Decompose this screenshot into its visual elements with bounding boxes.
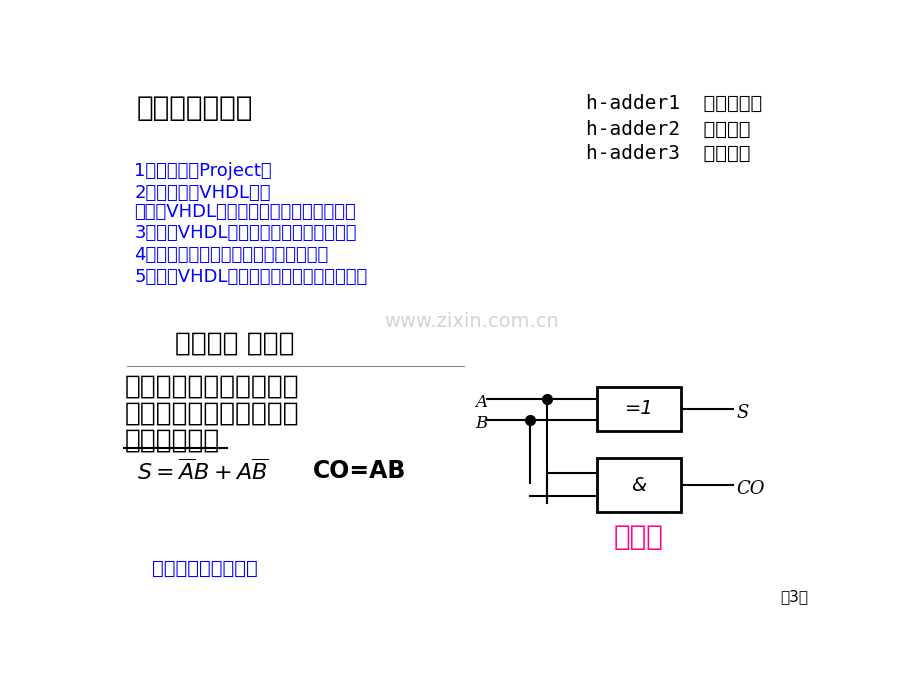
Text: 半加器几个描述方法: 半加器几个描述方法: [152, 559, 257, 578]
Text: （一）、 半加器: （一）、 半加器: [176, 331, 295, 357]
Text: 三、试验步骤：: 三、试验步骤：: [137, 95, 253, 122]
Text: 2、编辑一个VHDL程序: 2、编辑一个VHDL程序: [134, 184, 270, 202]
Text: CO: CO: [736, 480, 765, 498]
Text: 进位逻辑电路: 进位逻辑电路: [124, 428, 220, 454]
Text: CO=AB: CO=AB: [312, 459, 405, 482]
Text: 逻辑图: 逻辑图: [613, 523, 664, 551]
Text: A: A: [475, 394, 487, 411]
Text: h-adder2  行为描述: h-adder2 行为描述: [585, 120, 750, 139]
Text: &: &: [630, 475, 646, 495]
Text: 半加器是只考虑两个加数: 半加器是只考虑两个加数: [124, 374, 299, 400]
Text: 第3页: 第3页: [780, 589, 808, 604]
Text: B: B: [475, 415, 487, 433]
Text: www.zixin.com.cn: www.zixin.com.cn: [384, 313, 558, 331]
Text: 3、对该VHDL程序进行编译，修改错误。: 3、对该VHDL程序进行编译，修改错误。: [134, 224, 357, 242]
Text: 5、对该VHDL程序进行功效仿真和时序仿真: 5、对该VHDL程序进行功效仿真和时序仿真: [134, 268, 368, 286]
Bar: [596, 387, 680, 431]
Bar: [596, 457, 680, 513]
Text: h-adder1  真值表描述: h-adder1 真值表描述: [585, 95, 762, 113]
Text: 要求用VHDL结构描述方法设计一个半加器: 要求用VHDL结构描述方法设计一个半加器: [134, 203, 356, 221]
Text: S: S: [736, 404, 748, 422]
Text: =1: =1: [624, 400, 652, 418]
Text: $S = \overline{A}B + A\overline{B}$: $S = \overline{A}B + A\overline{B}$: [137, 459, 268, 484]
Text: 1、建立一个Project。: 1、建立一个Project。: [134, 162, 272, 180]
Text: 4、建立一个波形文件。（依据真值表）: 4、建立一个波形文件。（依据真值表）: [134, 246, 328, 264]
Text: 本身，而不考虑来自低位: 本身，而不考虑来自低位: [124, 401, 299, 427]
Text: h-adder3  结构描述: h-adder3 结构描述: [585, 144, 750, 164]
